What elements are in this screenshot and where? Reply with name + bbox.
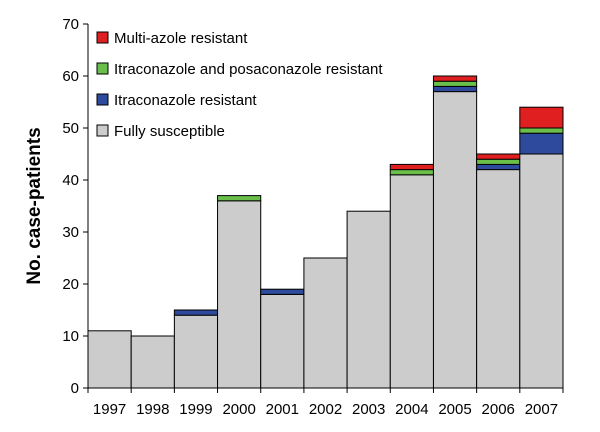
legend: Multi-azole resistant Itraconazole and po… — [96, 30, 383, 140]
bar-2004-series-3 — [389, 163, 434, 171]
legend-label: Itraconazole and posaconazole resistant — [114, 61, 383, 78]
legend-swatch — [96, 62, 109, 75]
x-tick-label-2000: 2000 — [222, 401, 255, 418]
bar-2002-series-0 — [303, 257, 348, 389]
bar-1998-series-0 — [130, 335, 175, 389]
legend-label: Itraconazole resistant — [114, 92, 257, 109]
legend-label: Multi-azole resistant — [114, 30, 248, 47]
bar-2000-series-2 — [217, 195, 262, 202]
bar-2001-series-1 — [260, 288, 305, 295]
y-tick-label: 20 — [62, 276, 79, 293]
y-tick-label: 10 — [62, 328, 79, 345]
legend-label: Fully susceptible — [114, 123, 225, 140]
bar-2001-series-0 — [260, 293, 305, 389]
bar-2005-series-0 — [432, 91, 478, 389]
x-axis: 1997 1998 1999 2000 2001 2002 2003 2004 2005 2006… — [87, 387, 564, 418]
legend-swatch — [96, 93, 109, 106]
y-tick-label: 40 — [62, 172, 79, 189]
x-tick-label-2006: 2006 — [482, 401, 515, 418]
bars-group — [87, 75, 564, 389]
bar-2003-series-0 — [346, 210, 391, 389]
bar-1999-series-0 — [173, 314, 219, 389]
y-tick-label: 0 — [71, 380, 79, 397]
legend-swatch — [96, 124, 109, 137]
x-tick-label-2001: 2001 — [266, 401, 299, 418]
bar-1997-series-0 — [87, 330, 132, 389]
x-tick-label-2003: 2003 — [352, 401, 385, 418]
y-tick-label: 60 — [62, 68, 79, 85]
bar-2007-series-1 — [519, 132, 564, 155]
bar-2007-series-0 — [519, 153, 564, 389]
x-tick-label-1999: 1999 — [179, 401, 212, 418]
bar-2006-series-0 — [476, 169, 521, 389]
x-tick-label-2007: 2007 — [525, 401, 558, 418]
bar-2005-series-3 — [432, 75, 478, 82]
x-tick-label-2005: 2005 — [438, 401, 471, 418]
bar-2005-series-1 — [432, 85, 478, 93]
x-tick-label-1998: 1998 — [136, 401, 169, 418]
legend-swatch — [96, 31, 109, 44]
bar-2006-series-1 — [476, 163, 521, 171]
y-axis: 0 10 20 30 40 50 60 70 — [62, 16, 89, 397]
bar-2006-series-3 — [476, 153, 521, 160]
bar-2007-series-2 — [519, 127, 564, 134]
y-axis-title: No. case-patients — [24, 127, 45, 284]
bar-2004-series-0 — [389, 174, 434, 389]
bar-1999-series-1 — [173, 309, 219, 316]
y-tick-label: 50 — [62, 120, 79, 137]
bar-2004-series-2 — [389, 169, 434, 176]
x-tick-label-2004: 2004 — [395, 401, 428, 418]
y-tick-label: 70 — [62, 16, 79, 33]
bar-2007-series-3 — [519, 106, 564, 129]
x-tick-label-1997: 1997 — [93, 401, 126, 418]
bar-2005-series-2 — [432, 80, 478, 87]
bar-2006-series-2 — [476, 158, 521, 165]
bar-2000-series-0 — [217, 200, 262, 389]
x-tick-label-2002: 2002 — [309, 401, 342, 418]
y-tick-label: 30 — [62, 224, 79, 241]
